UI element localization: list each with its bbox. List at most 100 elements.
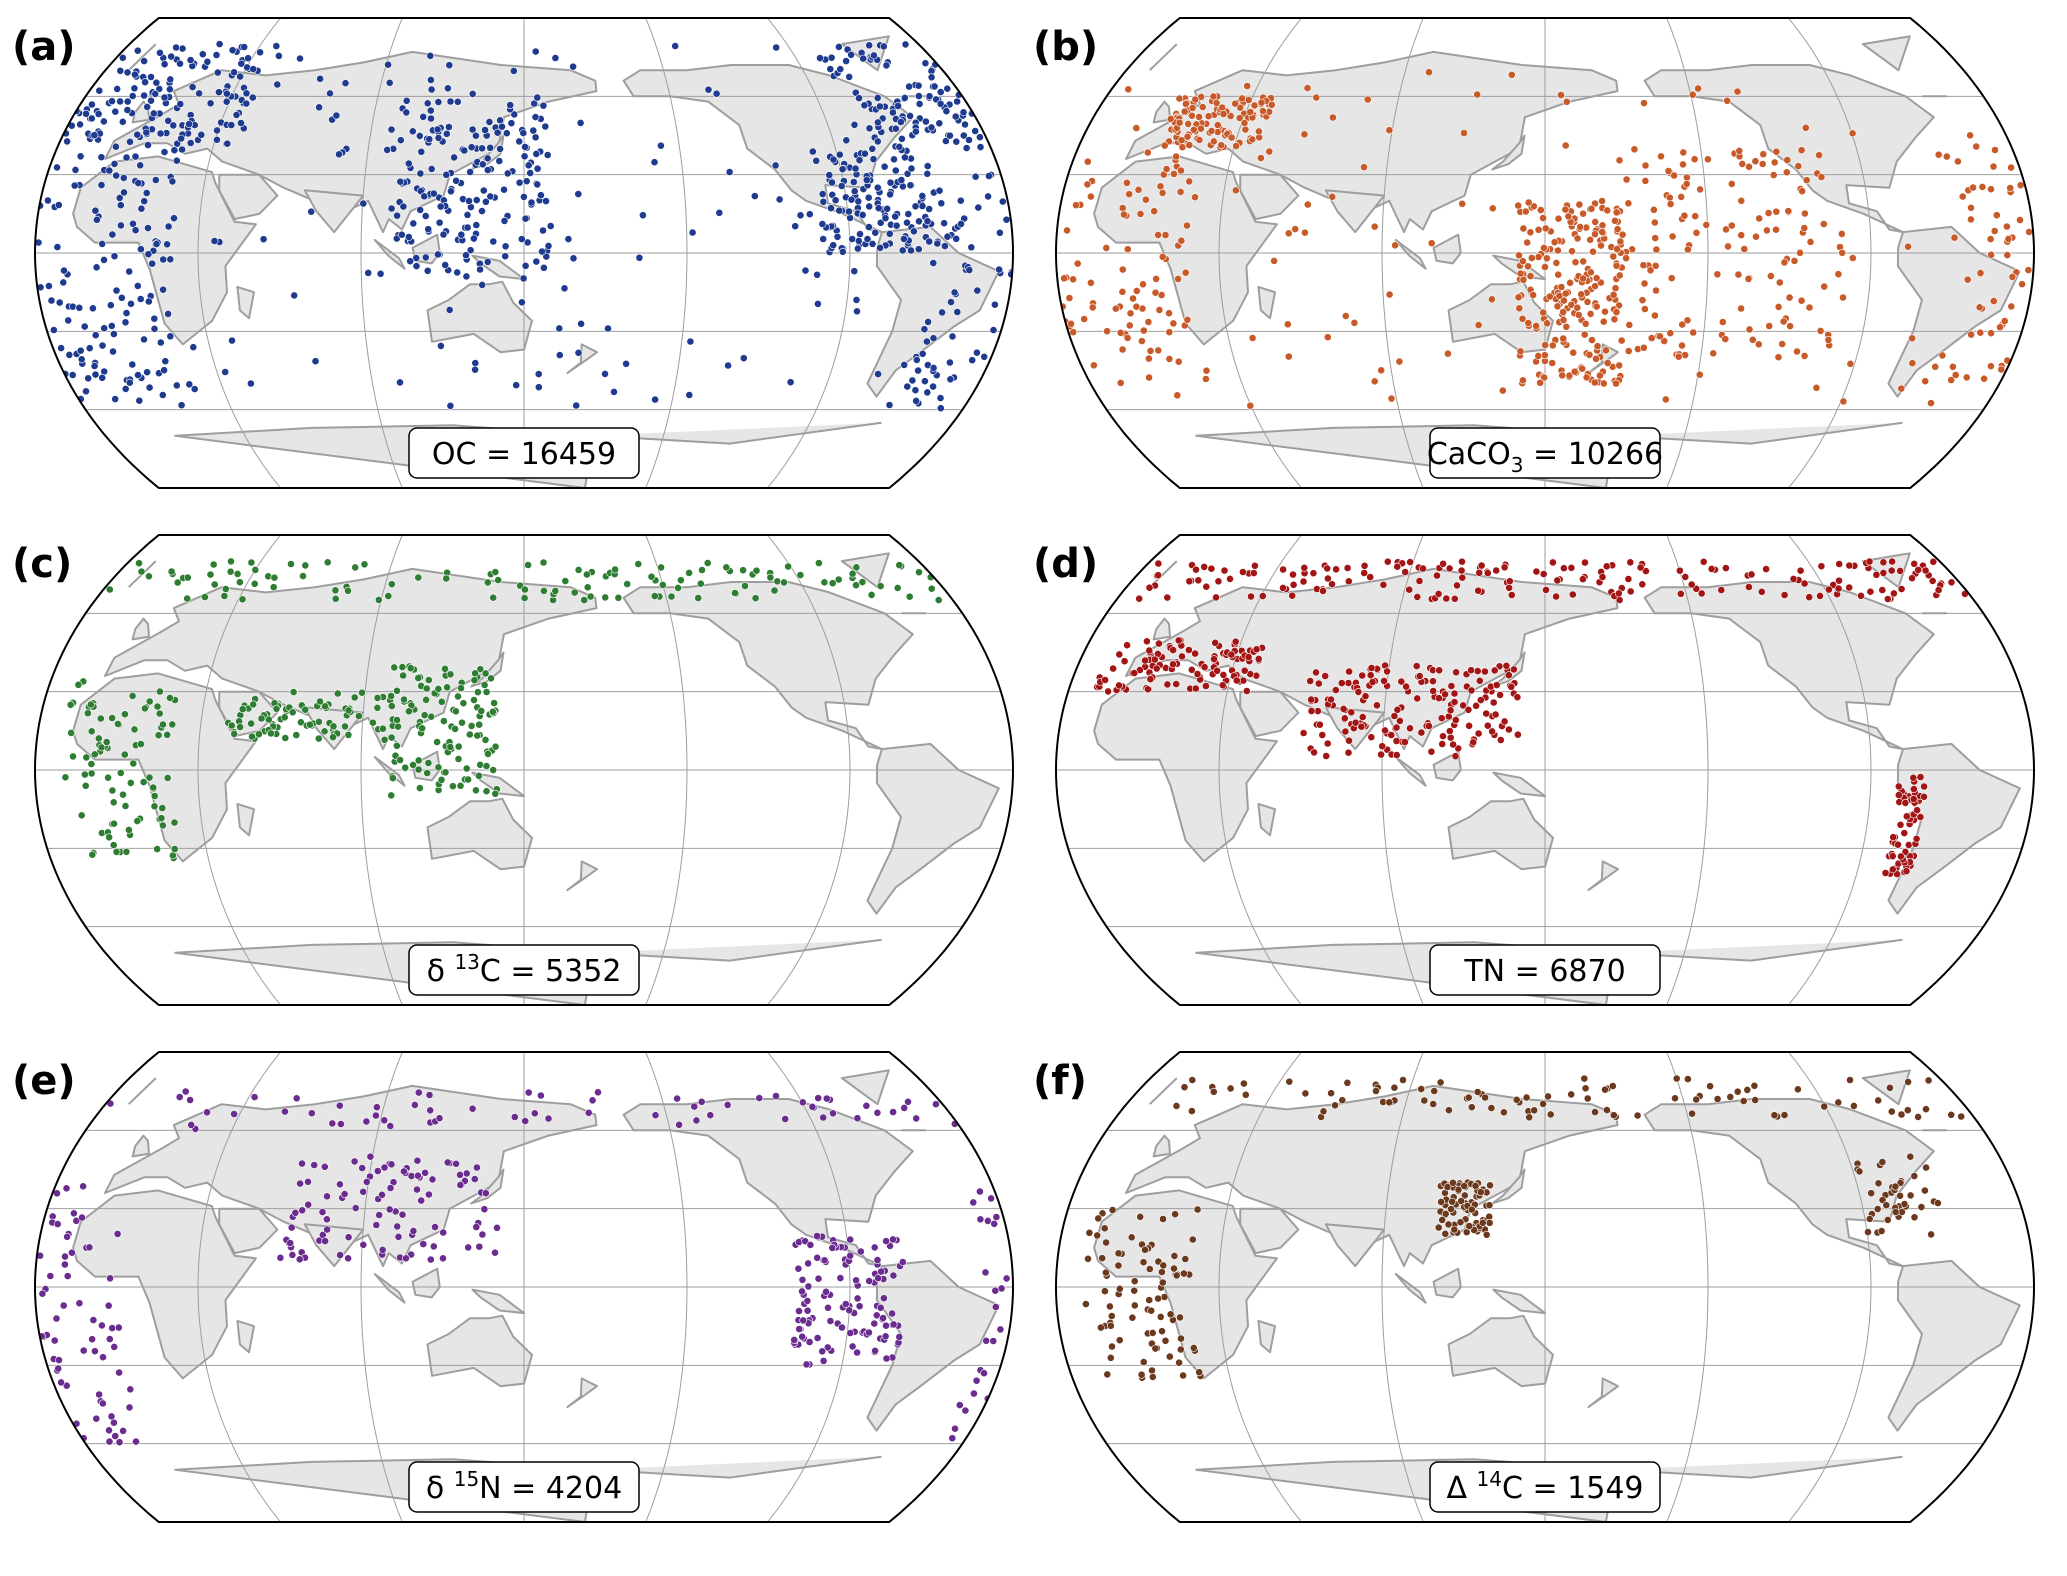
sample-point (1231, 99, 1240, 108)
sample-point (1226, 1084, 1235, 1093)
sample-point (248, 732, 256, 741)
sample-point (441, 768, 450, 777)
sample-point (1102, 1268, 1110, 1277)
land-new-guinea (471, 1288, 525, 1315)
sample-point (116, 66, 125, 75)
sample-point (1306, 677, 1315, 685)
sample-point (1603, 206, 1612, 215)
land-africa (1093, 155, 1278, 346)
sample-point (1129, 294, 1137, 303)
sample-point (111, 1432, 120, 1440)
sample-point (269, 583, 278, 592)
sample-point (1694, 84, 1702, 93)
sample-point (1082, 1300, 1090, 1308)
sample-point (1527, 254, 1536, 262)
sample-point (1123, 641, 1131, 650)
sample-point (1118, 204, 1127, 212)
sample-point (1887, 1107, 1896, 1116)
sample-point (316, 697, 324, 706)
sample-point (1790, 256, 1799, 265)
sample-point (855, 156, 864, 165)
sample-point (1931, 362, 1940, 371)
sample-point (539, 101, 548, 110)
sample-point (484, 750, 492, 758)
sample-point (1917, 1203, 1926, 1211)
sample-point (1118, 265, 1127, 274)
sample-point (813, 270, 821, 279)
sample-point (453, 97, 462, 106)
sample-point (1794, 1085, 1802, 1094)
sample-point (846, 1329, 855, 1337)
sample-point (1524, 198, 1533, 207)
sample-point (163, 730, 172, 739)
sample-point (155, 687, 164, 696)
sample-point (985, 172, 993, 180)
sample-point (1002, 215, 1011, 224)
sample-point (1387, 394, 1396, 403)
sample-point (1883, 1216, 1892, 1224)
sample-point (1437, 714, 1446, 723)
sample-point (1904, 1078, 1912, 1086)
sample-point (1143, 637, 1151, 646)
sample-point (1445, 1106, 1453, 1115)
sample-point (673, 1094, 681, 1103)
sample-point (690, 1102, 699, 1111)
sample-point (386, 1184, 395, 1192)
sample-point (1002, 1274, 1011, 1283)
sample-point (1380, 677, 1388, 685)
sample-point (1180, 1269, 1188, 1278)
sample-point (1674, 352, 1683, 361)
sample-point (1150, 655, 1159, 664)
sample-point (507, 119, 516, 128)
sample-point (1951, 371, 1960, 379)
sample-point (674, 584, 682, 592)
sample-point (873, 183, 882, 192)
sample-point (454, 692, 462, 701)
sample-point (296, 54, 304, 63)
sample-point (84, 709, 92, 718)
sample-point (1397, 677, 1406, 686)
sample-point (88, 100, 96, 109)
sample-point (126, 137, 134, 146)
sample-point (380, 735, 389, 744)
sample-point (483, 578, 492, 587)
sample-point (880, 1294, 888, 1303)
sample-point (233, 570, 242, 578)
sample-point (1321, 672, 1330, 680)
sample-point (1757, 587, 1766, 596)
sample-point (173, 139, 182, 148)
sample-point (1341, 312, 1350, 320)
sample-point (322, 1215, 331, 1224)
sample-point (1958, 192, 1967, 201)
sample-point (450, 153, 458, 162)
sample-point (186, 139, 195, 147)
meridian-line (645, 18, 688, 488)
sample-point (1106, 1353, 1115, 1362)
meridian-line (1666, 535, 1709, 1005)
sample-point (871, 228, 880, 237)
sample-point (1624, 199, 1633, 208)
sample-point (1794, 162, 1803, 171)
sample-point (515, 178, 524, 187)
sample-point (76, 152, 85, 161)
sample-point (126, 1385, 135, 1394)
sample-count-box: δ 15N = 4204 (408, 1461, 640, 1513)
sample-point (372, 1221, 381, 1229)
sample-point (1966, 131, 1974, 140)
sample-point (1184, 120, 1193, 128)
sample-point (1786, 322, 1794, 331)
sample-point (542, 197, 550, 205)
sample-point (876, 582, 885, 590)
sample-point (1177, 166, 1185, 175)
sample-point (1602, 562, 1611, 571)
sample-point (1709, 349, 1718, 358)
sample-point (584, 1108, 593, 1117)
sample-point (1067, 319, 1075, 328)
sample-point (1642, 567, 1650, 575)
sample-point (462, 272, 471, 281)
sample-point (1507, 682, 1516, 691)
sample-point (468, 1104, 477, 1113)
sample-point (936, 394, 945, 402)
sample-point (1569, 348, 1578, 357)
sample-point (1202, 366, 1211, 375)
